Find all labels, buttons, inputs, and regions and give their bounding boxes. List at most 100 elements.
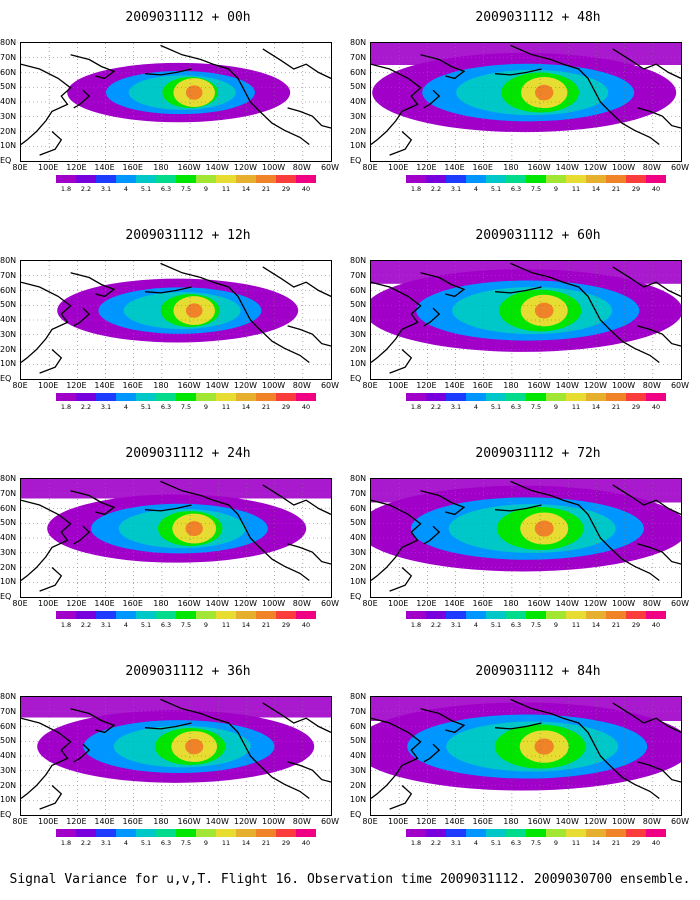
colorbar-level-label: 7.5 (530, 621, 542, 629)
colorbar-level-label: 14 (591, 403, 601, 411)
colorbar-level-label: 1.8 (410, 621, 422, 629)
variance-contour-band (185, 303, 203, 318)
longitude-label: 60W (320, 381, 340, 390)
colorbar-level-label: 40 (301, 403, 311, 411)
longitude-label: 120E (66, 599, 87, 608)
variance-contour-band (21, 697, 331, 718)
colorbar-swatch (76, 611, 96, 619)
coastline (144, 722, 192, 730)
longitude-label: 160E (472, 163, 493, 172)
longitude-label: 120W (233, 381, 258, 390)
longitude-label: 140E (94, 381, 115, 390)
colorbar-swatch (606, 611, 626, 619)
colorbar-level-label: 29 (631, 185, 641, 193)
colorbar-swatch (276, 175, 296, 183)
colorbar-swatch (626, 393, 646, 401)
coastline (21, 281, 72, 364)
colorbar-level-label: 9 (553, 621, 559, 629)
colorbar-level-label: 1.8 (60, 839, 72, 847)
longitude-label: 60W (320, 163, 340, 172)
colorbar-level-label: 2.2 (80, 839, 92, 847)
colorbar (406, 611, 666, 619)
colorbar-swatch (296, 611, 316, 619)
colorbar-level-label: 4 (123, 185, 129, 193)
colorbar-swatch (446, 611, 466, 619)
coastline (262, 702, 331, 733)
colorbar-swatch (116, 611, 136, 619)
colorbar-level-label: 5.1 (490, 839, 502, 847)
coastline (423, 307, 441, 327)
longitude-label: 100W (612, 381, 636, 390)
colorbar-level-label: 1.8 (60, 185, 72, 193)
longitude-label: 60W (320, 599, 340, 608)
coastline (389, 131, 413, 156)
colorbar-swatch (506, 611, 526, 619)
latitude-label: 20N (350, 126, 367, 136)
panel-title: 2009031112 + 00h (125, 10, 251, 25)
variance-contour-band (535, 84, 554, 101)
colorbar-swatch (426, 393, 446, 401)
colorbar-swatch (56, 393, 76, 401)
longitude-label: 80E (12, 163, 28, 172)
latitude-label: 50N (350, 82, 367, 92)
latitude-label: 80N (0, 256, 17, 265)
panel-title: 2009031112 + 36h (125, 664, 251, 679)
colorbar-level-label: 40 (301, 621, 311, 629)
coastline (423, 743, 441, 763)
coastline (287, 543, 331, 565)
longitude-label: 120E (66, 163, 87, 172)
colorbar-level-label: 3.1 (450, 185, 462, 193)
latitude-label: 10N (0, 359, 17, 369)
colorbar (406, 393, 666, 401)
colorbar-level-label: 21 (261, 185, 271, 193)
colorbar-level-label: 11 (221, 621, 231, 629)
colorbar-swatch (196, 829, 216, 837)
colorbar-level-label: 4 (123, 403, 129, 411)
longitude-label: 120E (416, 381, 437, 390)
latitude-label: 30N (350, 547, 367, 557)
coastline (73, 525, 91, 545)
coastline (160, 698, 310, 800)
colorbar-level-label: 29 (281, 185, 291, 193)
coastline (510, 262, 660, 364)
latitude-label: 50N (350, 300, 367, 310)
colorbar-level-label: 14 (241, 403, 251, 411)
coastline (287, 761, 331, 783)
colorbar-swatch (506, 175, 526, 183)
coastline (262, 48, 331, 79)
variance-field (21, 697, 331, 815)
longitude-label: 80W (642, 163, 661, 172)
colorbar-swatch (626, 829, 646, 837)
colorbar-swatch (256, 829, 276, 837)
panel-title: 2009031112 + 48h (475, 10, 601, 25)
colorbar-swatch (406, 175, 426, 183)
longitude-label: 120W (583, 381, 608, 390)
coastline (70, 54, 116, 80)
colorbar-swatch (216, 611, 236, 619)
panel-title: 2009031112 + 60h (475, 228, 601, 243)
colorbar-level-label: 2.2 (430, 621, 442, 629)
map-panel (20, 42, 332, 162)
colorbar-level-label: 3.1 (100, 403, 112, 411)
colorbar-swatch (216, 175, 236, 183)
longitude-label: 60W (320, 817, 340, 826)
longitude-label: 180 (503, 381, 519, 390)
map-panel (370, 696, 682, 816)
latitude-label: 70N (0, 488, 17, 498)
longitude-label: 120E (416, 599, 437, 608)
longitude-label: 140E (444, 599, 465, 608)
colorbar-level-label: 7.5 (180, 839, 192, 847)
colorbar-swatch (276, 393, 296, 401)
colorbar-level-label: 21 (261, 839, 271, 847)
colorbar-level-label: 7.5 (180, 185, 192, 193)
variance-contour-band (185, 738, 204, 755)
colorbar-level-label: 40 (301, 185, 311, 193)
longitude-label: 140E (444, 163, 465, 172)
colorbar-swatch (486, 611, 506, 619)
longitude-label: 80E (12, 817, 28, 826)
latitude-label: 40N (350, 533, 367, 542)
longitude-label: 100W (612, 163, 636, 172)
coastline (21, 63, 72, 146)
longitude-label: 120W (233, 817, 258, 826)
longitude-label: 100E (388, 817, 409, 826)
